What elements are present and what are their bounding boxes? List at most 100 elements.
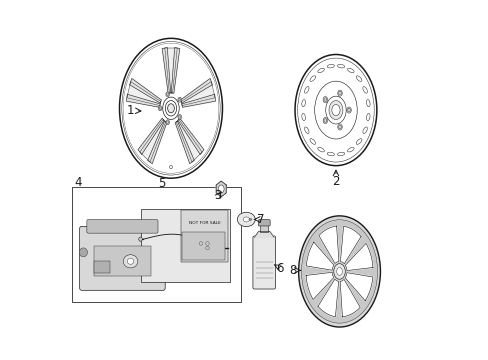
- Ellipse shape: [336, 267, 342, 275]
- Polygon shape: [305, 242, 333, 270]
- Ellipse shape: [218, 185, 224, 193]
- Ellipse shape: [309, 76, 315, 81]
- Polygon shape: [162, 48, 170, 93]
- Ellipse shape: [298, 216, 380, 327]
- Polygon shape: [181, 82, 215, 105]
- Ellipse shape: [166, 93, 168, 96]
- Polygon shape: [147, 121, 166, 164]
- Ellipse shape: [237, 212, 255, 226]
- Polygon shape: [140, 120, 165, 162]
- Polygon shape: [171, 48, 180, 93]
- Ellipse shape: [301, 220, 377, 323]
- Text: 8: 8: [288, 264, 296, 277]
- Bar: [94, 246, 151, 276]
- Ellipse shape: [159, 107, 161, 110]
- Polygon shape: [340, 279, 360, 317]
- Ellipse shape: [178, 97, 181, 102]
- Ellipse shape: [323, 118, 326, 122]
- Ellipse shape: [169, 165, 172, 169]
- Bar: [140, 209, 230, 282]
- Polygon shape: [254, 231, 274, 237]
- Polygon shape: [164, 48, 177, 93]
- Ellipse shape: [323, 117, 327, 123]
- Ellipse shape: [337, 64, 344, 68]
- FancyBboxPatch shape: [87, 220, 158, 233]
- FancyBboxPatch shape: [80, 226, 165, 290]
- Ellipse shape: [362, 86, 366, 93]
- Ellipse shape: [158, 106, 162, 111]
- Text: NOT FOR SALE: NOT FOR SALE: [188, 221, 220, 225]
- Ellipse shape: [167, 104, 174, 113]
- Polygon shape: [129, 78, 161, 103]
- Polygon shape: [216, 181, 226, 197]
- Ellipse shape: [79, 248, 87, 257]
- Ellipse shape: [243, 217, 249, 222]
- Ellipse shape: [178, 114, 181, 120]
- Ellipse shape: [366, 113, 369, 121]
- FancyBboxPatch shape: [252, 236, 275, 289]
- Ellipse shape: [301, 99, 305, 107]
- Bar: [182, 232, 224, 260]
- Ellipse shape: [323, 96, 327, 103]
- Ellipse shape: [362, 127, 366, 134]
- Ellipse shape: [328, 101, 342, 120]
- Ellipse shape: [337, 124, 342, 130]
- Ellipse shape: [326, 152, 334, 156]
- Ellipse shape: [347, 108, 350, 112]
- Text: 7: 7: [256, 213, 264, 226]
- Ellipse shape: [165, 92, 169, 97]
- Polygon shape: [345, 273, 372, 301]
- Text: 3: 3: [213, 189, 221, 202]
- Ellipse shape: [248, 219, 251, 221]
- Polygon shape: [345, 243, 372, 271]
- Ellipse shape: [301, 113, 305, 121]
- Polygon shape: [182, 94, 215, 107]
- Ellipse shape: [165, 120, 169, 125]
- Bar: [260, 225, 267, 233]
- Ellipse shape: [317, 148, 324, 152]
- Text: 4: 4: [74, 176, 81, 189]
- Ellipse shape: [356, 76, 361, 81]
- Polygon shape: [318, 226, 338, 264]
- Ellipse shape: [178, 116, 181, 118]
- Polygon shape: [180, 78, 212, 103]
- Ellipse shape: [166, 121, 168, 123]
- Ellipse shape: [338, 91, 341, 95]
- Ellipse shape: [346, 107, 350, 113]
- Ellipse shape: [347, 148, 353, 152]
- Ellipse shape: [331, 104, 339, 116]
- Polygon shape: [175, 121, 194, 164]
- Polygon shape: [305, 272, 333, 300]
- Ellipse shape: [366, 99, 369, 107]
- FancyBboxPatch shape: [258, 220, 269, 226]
- Text: 2: 2: [331, 175, 339, 188]
- Ellipse shape: [356, 139, 361, 144]
- Ellipse shape: [337, 152, 344, 156]
- Ellipse shape: [337, 90, 342, 96]
- Polygon shape: [178, 118, 203, 154]
- Bar: [181, 211, 228, 262]
- Ellipse shape: [338, 125, 341, 129]
- Bar: [72, 187, 241, 302]
- Polygon shape: [317, 279, 338, 317]
- Ellipse shape: [333, 264, 345, 279]
- Bar: [94, 261, 110, 273]
- Polygon shape: [126, 82, 161, 105]
- Ellipse shape: [323, 98, 326, 102]
- Ellipse shape: [317, 68, 324, 73]
- Ellipse shape: [304, 86, 308, 93]
- Ellipse shape: [127, 258, 134, 264]
- Text: 1: 1: [126, 104, 134, 117]
- Ellipse shape: [139, 237, 142, 241]
- Ellipse shape: [178, 98, 181, 101]
- Ellipse shape: [326, 64, 334, 68]
- Ellipse shape: [347, 68, 353, 73]
- Text: 6: 6: [275, 262, 283, 275]
- Polygon shape: [126, 94, 160, 107]
- Polygon shape: [138, 118, 163, 154]
- Ellipse shape: [123, 255, 138, 268]
- Ellipse shape: [309, 139, 315, 144]
- Polygon shape: [340, 226, 360, 264]
- Text: 5: 5: [158, 177, 165, 190]
- Ellipse shape: [304, 127, 308, 134]
